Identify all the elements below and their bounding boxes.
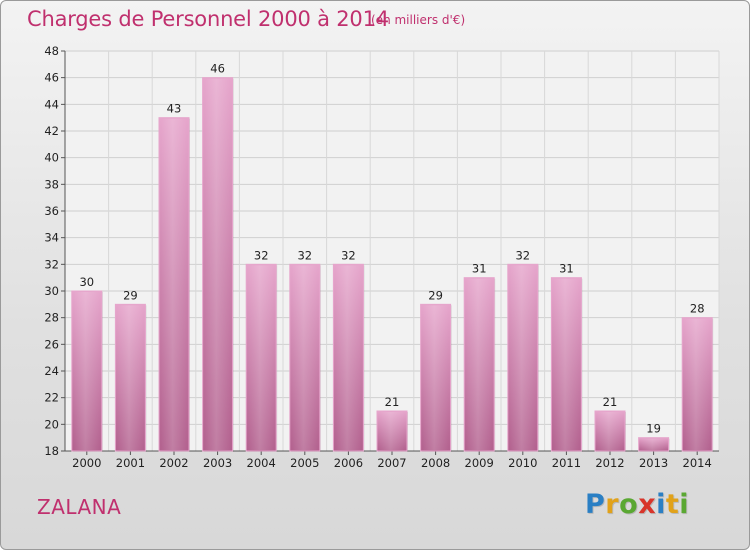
y-tick-label: 18 [44,444,59,458]
bar-value-label: 29 [428,288,443,302]
logo-letter: r [605,489,620,520]
x-tick-label: 2003 [203,456,232,470]
y-tick-label: 34 [44,231,59,245]
chart-title: Charges de Personnel 2000 à 2014 [27,7,389,31]
x-tick-label: 2013 [639,456,668,470]
bar-value-label: 21 [385,395,400,409]
x-tick-label: 2011 [552,456,581,470]
y-tick-label: 36 [44,204,59,218]
x-tick-label: 2001 [116,456,145,470]
bar-value-label: 30 [79,275,94,289]
y-tick-label: 40 [44,151,59,165]
logo-letter: i [656,489,666,520]
bar-value-label: 32 [341,248,356,262]
x-tick-label: 2002 [159,456,188,470]
y-tick-label: 22 [44,391,59,405]
y-tick-label: 38 [44,177,59,191]
y-tick-label: 20 [44,417,59,431]
x-tick-label: 2014 [683,456,712,470]
x-tick-label: 2008 [421,456,450,470]
x-tick-label: 2005 [290,456,319,470]
bar-value-label: 28 [690,302,705,316]
bar-highlight [597,412,623,450]
bar-highlight [422,305,449,450]
y-tick-label: 24 [44,364,59,378]
bar-value-label: 32 [515,248,530,262]
bar-value-label: 32 [254,248,269,262]
proxiti-logo: Proxiti [585,489,689,520]
y-tick-label: 26 [44,337,59,351]
y-tick-label: 48 [44,44,59,58]
bar-value-label: 21 [603,395,618,409]
bar-highlight [291,265,318,450]
logo-letter: t [665,489,680,520]
bar-value-label: 43 [167,102,182,116]
bar-highlight [466,278,493,450]
bar-highlight [640,438,667,450]
x-tick-label: 2006 [334,456,363,470]
bar-value-label: 46 [210,62,225,76]
x-tick-label: 2007 [377,456,406,470]
x-tick-label: 2004 [247,456,276,470]
label-layer: 30 29 43 46 32 32 32 21 29 31 32 31 21 19 28 [79,62,704,436]
y-tick-label: 42 [44,124,59,138]
logo-letter: o [619,489,639,520]
bar-value-label: 19 [646,422,661,436]
bar-value-label: 29 [123,288,138,302]
x-tick-label: 2009 [465,456,494,470]
bar-highlight [553,278,580,450]
chart-subtitle: (en milliers d'€) [371,13,466,27]
bar-highlight [204,78,231,451]
x-tick-label: 2010 [508,456,537,470]
logo-letter: x [638,489,657,520]
bar-highlight [335,265,362,450]
y-tick-label: 44 [44,97,59,111]
bar-value-label: 32 [297,248,312,262]
y-tick-label: 46 [44,71,59,85]
x-tick-label: 2000 [72,456,101,470]
y-tick-label: 28 [44,311,59,325]
logo-letter: P [585,489,606,520]
bar-highlight [73,292,100,450]
bar-highlight [248,265,275,450]
bar-value-label: 31 [472,262,487,276]
bar-highlight [379,412,405,450]
logo-letter: i [679,489,690,520]
bar-highlight [117,305,144,450]
bar-highlight [509,265,536,450]
x-tick-label: 2012 [595,456,624,470]
commune-name: ZALANA [37,495,122,519]
y-tick-label: 30 [44,284,59,298]
y-tick-label: 32 [44,257,59,271]
bar-highlight [161,118,187,451]
bar-layer [71,77,714,453]
bar-value-label: 31 [559,262,574,276]
bar-highlight [684,318,711,450]
